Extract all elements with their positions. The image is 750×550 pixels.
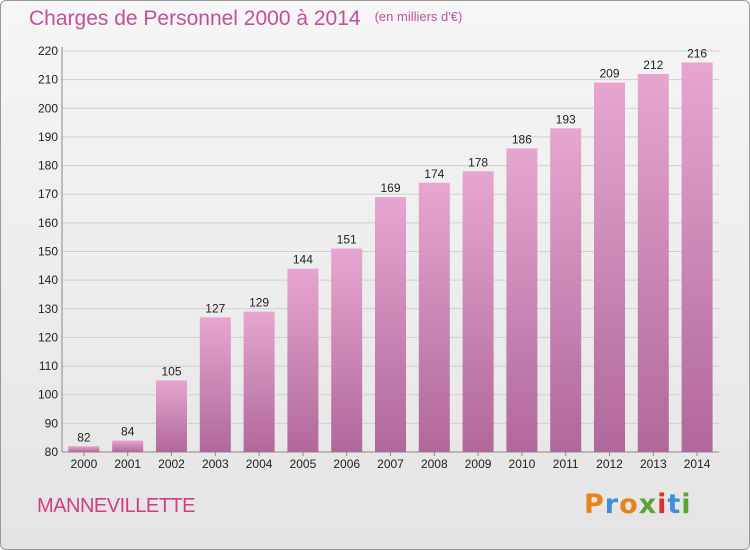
x-tick-labels: 2000 2001 2002 2003 2004 2005 2006 2007 2008 2009… xyxy=(71,452,711,471)
value-label: 212 xyxy=(643,58,663,72)
x-tick-label: 2008 xyxy=(421,457,448,471)
bar xyxy=(550,128,582,452)
x-tick-label: 2002 xyxy=(158,457,185,471)
y-tick-label: 180 xyxy=(38,159,58,173)
y-tick-label: 110 xyxy=(39,359,58,373)
value-label: 82 xyxy=(77,430,91,444)
bar xyxy=(637,73,669,453)
x-tick-label: 2003 xyxy=(202,457,229,471)
y-tick-label: 120 xyxy=(38,330,58,344)
value-label: 151 xyxy=(337,233,357,247)
y-tick-label: 150 xyxy=(38,245,58,259)
value-label: 186 xyxy=(512,132,532,146)
value-label: 174 xyxy=(424,167,444,181)
x-tick-label: 2005 xyxy=(290,457,317,471)
x-tick-label: 2006 xyxy=(333,457,360,471)
y-tick-label: 90 xyxy=(45,416,59,430)
y-tick-label: 130 xyxy=(38,302,58,316)
bar xyxy=(112,440,144,452)
bar xyxy=(243,311,275,452)
town-name: MANNEVILLETTE xyxy=(37,495,195,517)
bar xyxy=(199,317,231,452)
chart-title: Charges de Personnel 2000 à 2014 (en mill… xyxy=(29,7,463,30)
x-tick-label: 2013 xyxy=(640,457,667,471)
proxiti-logo[interactable]: Proxiti xyxy=(584,489,692,520)
bar xyxy=(287,268,319,452)
y-tick-label: 200 xyxy=(38,101,58,115)
y-tick-labels: 80 90 100 110 120 130 140 150 160 170 180 190 200 210… xyxy=(38,44,58,459)
bar xyxy=(506,148,538,452)
bar xyxy=(68,446,100,452)
value-label: 129 xyxy=(249,296,269,310)
logo-letter: x xyxy=(638,489,658,520)
x-tick-label: 2004 xyxy=(246,457,273,471)
bar xyxy=(462,171,494,453)
y-tick-label: 220 xyxy=(38,44,58,58)
logo-letter: r xyxy=(604,489,620,520)
value-label: 105 xyxy=(161,364,181,378)
x-tick-label: 2007 xyxy=(377,457,404,471)
y-tick-label: 160 xyxy=(38,216,58,230)
bar xyxy=(331,248,363,452)
bar xyxy=(418,182,450,452)
value-labels: 82 84 105 127 129 144 151 169 174 178 186 193 209 212… xyxy=(77,46,707,444)
bar xyxy=(156,380,187,452)
x-tick-label: 2011 xyxy=(553,457,579,471)
value-label: 84 xyxy=(121,425,135,439)
value-label: 127 xyxy=(205,301,225,315)
x-tick-label: 2001 xyxy=(114,457,141,471)
value-label: 144 xyxy=(293,253,313,267)
x-tick-label: 2009 xyxy=(465,457,492,471)
logo-letter: o xyxy=(619,489,639,520)
bars xyxy=(68,62,713,453)
bar xyxy=(594,82,625,452)
y-tick-label: 100 xyxy=(38,388,58,402)
y-tick-label: 190 xyxy=(38,130,58,144)
y-tick-label: 210 xyxy=(38,73,58,87)
bar xyxy=(375,197,406,452)
value-label: 169 xyxy=(380,181,400,195)
y-tick-label: 170 xyxy=(38,187,58,201)
y-tick-label: 140 xyxy=(38,273,58,287)
value-label: 216 xyxy=(687,46,707,60)
logo-letter: P xyxy=(584,489,605,520)
logo-letter: t xyxy=(667,489,682,520)
value-label: 209 xyxy=(599,67,619,81)
x-tick-label: 2010 xyxy=(509,457,536,471)
value-label: 193 xyxy=(556,112,576,126)
y-tick-label: 80 xyxy=(45,445,59,459)
chart-subtitle: (en milliers d'€) xyxy=(374,9,463,24)
x-tick-label: 2000 xyxy=(71,457,98,471)
logo-letter: i xyxy=(657,489,668,520)
x-tick-label: 2014 xyxy=(684,457,711,471)
logo-letter: i xyxy=(681,489,692,520)
value-label: 178 xyxy=(468,155,488,169)
x-tick-label: 2012 xyxy=(596,457,623,471)
bar xyxy=(681,62,713,452)
